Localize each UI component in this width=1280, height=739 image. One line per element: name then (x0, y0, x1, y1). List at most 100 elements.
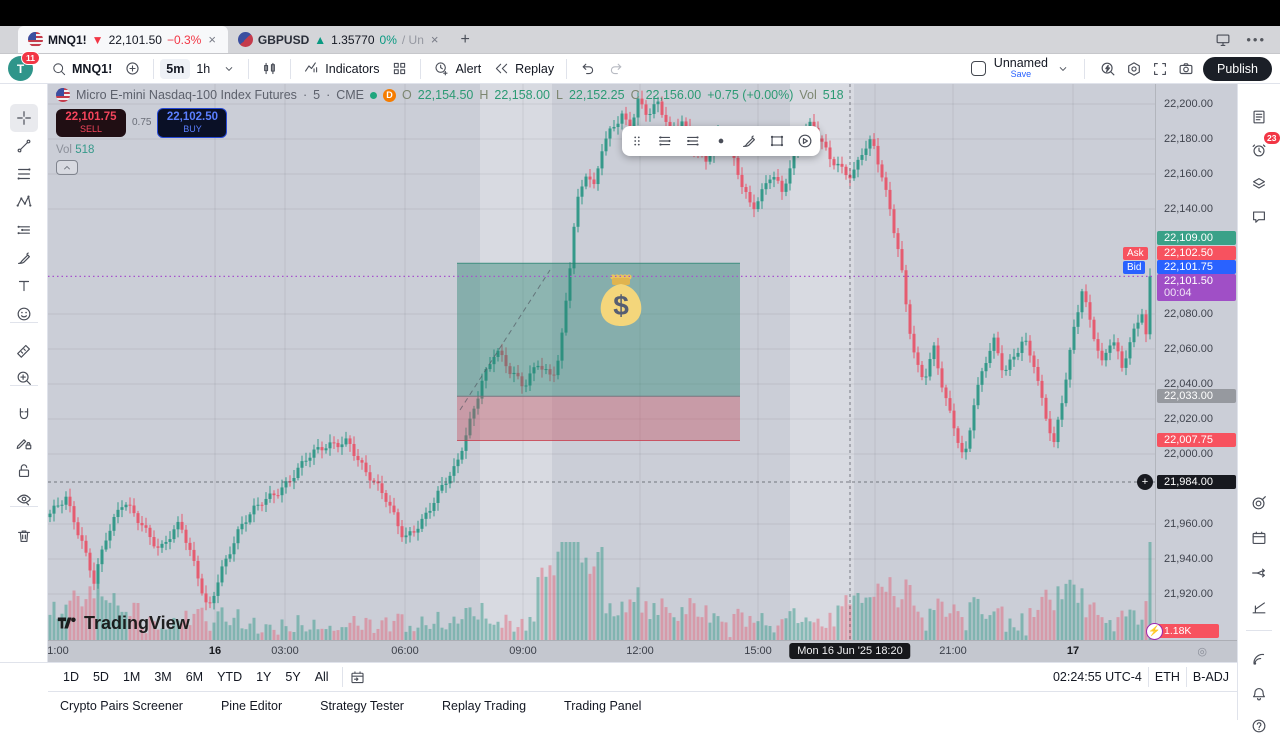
bottom-tab-pine-editor[interactable]: Pine Editor (220, 699, 283, 713)
tool-long-short-position[interactable] (10, 216, 38, 244)
adjustment-toggle[interactable]: B-ADJ (1192, 670, 1229, 684)
range-6m[interactable]: 6M (185, 670, 204, 684)
floating-drawing-toolbar[interactable] (622, 126, 820, 156)
compare-add-button[interactable] (118, 57, 147, 80)
float-play-circle[interactable] (796, 132, 814, 150)
panel-target[interactable] (1246, 490, 1272, 516)
float-drag-handle[interactable] (628, 132, 646, 150)
chart-type-button[interactable] (255, 57, 284, 80)
panel-data-window[interactable] (1246, 594, 1272, 620)
float-fib-channel[interactable] (656, 132, 674, 150)
tool-fib-retracement[interactable] (10, 160, 38, 188)
tool-trend-line[interactable] (10, 132, 38, 160)
clock-display[interactable]: 02:24:55 UTC-4 (1052, 670, 1142, 684)
tab-price: 1.35770 (331, 32, 375, 47)
tool-remove-all[interactable] (10, 522, 38, 550)
range-1d[interactable]: 1D (63, 670, 79, 684)
panel-alerts[interactable]: 23 (1246, 132, 1280, 163)
indicators-button[interactable]: Indicators (297, 57, 385, 80)
float-color-dot[interactable] (712, 132, 730, 150)
monitor-icon[interactable] (1214, 31, 1232, 49)
boost-icon[interactable]: ⚡ (1146, 623, 1163, 640)
quick-search-button[interactable] (1099, 60, 1117, 78)
long-short-position-icon (17, 225, 30, 235)
close-tab-icon[interactable]: × (430, 32, 439, 47)
candlestick-plot[interactable]: $ (48, 84, 1155, 640)
indicator-templates-button[interactable] (385, 57, 414, 80)
alert-button[interactable]: Alert (427, 57, 487, 80)
go-to-date-button[interactable] (349, 669, 366, 686)
axis-settings-icon[interactable]: ◎ (1197, 646, 1207, 658)
tool-brush[interactable] (10, 244, 38, 272)
panel-notifications[interactable] (1246, 681, 1272, 707)
layout-save[interactable]: Unnamed Save (993, 56, 1048, 80)
bottom-tab-trading-panel[interactable]: Trading Panel (564, 699, 642, 713)
chevron-down-icon (226, 66, 233, 71)
tool-drawing-lock[interactable] (10, 429, 38, 457)
tool-emoji[interactable] (10, 300, 38, 328)
panel-help[interactable] (1246, 713, 1272, 739)
zoom-in-icon (17, 371, 31, 385)
tool-xabcd-pattern[interactable] (10, 188, 38, 216)
legend-title[interactable]: Micro E-mini Nasdaq-100 Index Futures (76, 88, 297, 102)
panel-streams[interactable] (1246, 646, 1272, 672)
layout-checkbox[interactable] (970, 61, 986, 76)
float-rect-anchors[interactable] (768, 132, 786, 150)
close-tab-icon[interactable]: × (208, 32, 216, 47)
panel-watchlist[interactable] (1246, 104, 1272, 130)
watchlist-icon (1253, 110, 1265, 124)
price-scale[interactable]: 22,200.00 22,180.00 22,160.00 22,140.00 22,0… (1123, 84, 1237, 640)
tool-crosshair[interactable] (10, 104, 38, 132)
interval-1h-button[interactable]: 1h (196, 61, 211, 76)
buy-button[interactable]: 22,102.50 BUY (157, 108, 228, 138)
tool-lock-all[interactable] (10, 457, 38, 485)
sell-button[interactable]: 22,101.75 SELL (56, 109, 126, 137)
tool-magnet[interactable] (10, 401, 38, 429)
float-fib-speed[interactable] (684, 132, 702, 150)
panel-calendar[interactable] (1246, 525, 1272, 551)
interval-menu-button[interactable] (216, 59, 242, 79)
bottom-tab-strategy-tester[interactable]: Strategy Tester (320, 699, 404, 713)
range-ytd[interactable]: YTD (217, 670, 243, 684)
collapse-panel-button[interactable] (56, 160, 78, 175)
float-brush-small[interactable] (740, 132, 758, 150)
range-1m[interactable]: 1M (122, 670, 141, 684)
range-1y[interactable]: 1Y (256, 670, 272, 684)
rect-anchors-icon (770, 135, 784, 147)
panel-layers[interactable] (1246, 171, 1272, 197)
tool-ruler[interactable] (10, 336, 38, 364)
tool-hide-all[interactable] (10, 485, 38, 513)
range-all[interactable]: All (314, 670, 329, 684)
panel-chat[interactable] (1246, 204, 1272, 230)
range-3m[interactable]: 3M (154, 670, 172, 684)
snapshot-button[interactable] (1177, 60, 1195, 78)
symbol-search[interactable]: MNQ1! (45, 58, 118, 80)
new-tab-button[interactable]: + (460, 30, 470, 48)
bottom-tab-crypto-pairs-screener[interactable]: Crypto Pairs Screener (60, 699, 183, 713)
more-options-icon[interactable]: ••• (1246, 32, 1266, 47)
tool-text[interactable] (10, 272, 38, 300)
undo-button[interactable] (573, 57, 602, 80)
chart-area[interactable]: $ Micro E-mini Nasdaq-100 Index Futures … (48, 84, 1237, 662)
session-toggle[interactable]: ETH (1154, 670, 1180, 684)
replay-button[interactable]: Replay (487, 57, 560, 80)
price-tick: 22,160.00 (1164, 168, 1213, 180)
bottom-tab-replay-trading[interactable]: Replay Trading (441, 699, 527, 713)
tab-gbpusd[interactable]: GBPUSD ▲ 1.35770 0% / Un × (228, 26, 451, 53)
fullscreen-button[interactable] (1151, 60, 1169, 78)
time-axis[interactable]: ◎ 1:00 16 03:00 06:00 09:00 12:00 15:00 21:00 17… (48, 640, 1237, 662)
chevron-down-icon[interactable] (1056, 62, 1070, 76)
price-tick: 22,040.00 (1164, 378, 1213, 390)
settings-button[interactable] (1125, 60, 1143, 78)
redo-button[interactable] (602, 57, 631, 80)
tab-mnq1[interactable]: MNQ1! ▼ 22,101.50 −0.3% × (18, 26, 228, 53)
panel-object-tree[interactable] (1246, 560, 1272, 586)
track-price-icon[interactable]: + (1137, 474, 1153, 490)
user-avatar[interactable]: T 11 (8, 51, 40, 81)
tool-zoom-in[interactable] (10, 364, 38, 392)
range-5d[interactable]: 5D (92, 670, 109, 684)
low-value: 22,152.25 (568, 88, 625, 102)
publish-button[interactable]: Publish (1203, 56, 1272, 81)
range-5y[interactable]: 5Y (285, 670, 301, 684)
interval-5m-button[interactable]: 5m (160, 58, 191, 79)
